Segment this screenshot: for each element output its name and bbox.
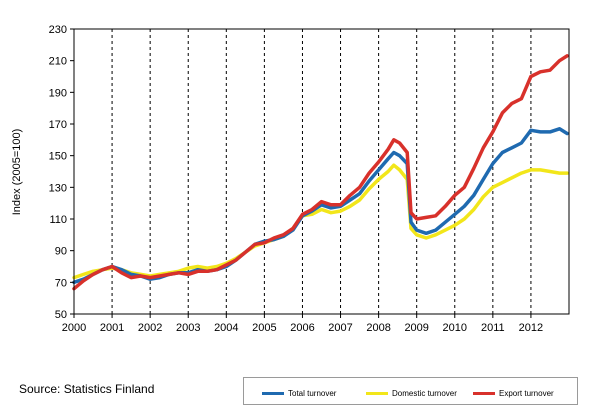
y-tick-label-210: 210 — [49, 56, 67, 68]
x-tick-label-2005: 2005 — [252, 322, 276, 334]
x-tick-label-2001: 2001 — [100, 322, 124, 334]
legend-swatch-total — [262, 391, 284, 395]
legend-label-total: Total turnover — [288, 388, 337, 398]
y-tick-label-70: 70 — [55, 277, 67, 289]
y-tick-label-230: 230 — [49, 24, 67, 36]
y-tick-label-110: 110 — [49, 214, 67, 226]
source-note: Source: Statistics Finland — [19, 382, 155, 396]
y-axis-label: Index (2005=100) — [11, 129, 23, 216]
x-tick-label-2012: 2012 — [519, 322, 543, 334]
x-tick-label-2006: 2006 — [290, 322, 314, 334]
y-tick-label-50: 50 — [55, 309, 67, 321]
x-tick-label-2010: 2010 — [443, 322, 467, 334]
legend-item-domestic-turnover: Domestic turnover — [366, 387, 457, 399]
legend-label-export: Export turnover — [499, 388, 554, 398]
x-tick-label-2004: 2004 — [214, 322, 238, 334]
x-tick-label-2008: 2008 — [366, 322, 390, 334]
x-tick-label-2009: 2009 — [404, 322, 428, 334]
y-tick-label-90: 90 — [55, 246, 67, 258]
x-tick-label-2003: 2003 — [176, 322, 200, 334]
legend: Total turnover Domestic turnover Export … — [243, 377, 578, 405]
x-tick-label-2007: 2007 — [328, 322, 352, 334]
x-tick-label-2011: 2011 — [481, 322, 505, 334]
plot-frame — [73, 28, 570, 315]
legend-label-domestic: Domestic turnover — [392, 388, 457, 398]
legend-item-export-turnover: Export turnover — [473, 387, 554, 399]
legend-swatch-export — [473, 391, 495, 395]
legend-swatch-domestic — [366, 391, 388, 395]
y-tick-label-190: 190 — [49, 87, 67, 99]
y-tick-label-130: 130 — [49, 182, 67, 194]
series-line-export-turnover — [72, 54, 569, 291]
x-tick-label-2000: 2000 — [62, 322, 86, 334]
y-tick-label-150: 150 — [49, 151, 67, 163]
x-tick-label-2002: 2002 — [138, 322, 162, 334]
legend-item-total-turnover: Total turnover — [262, 387, 336, 399]
y-tick-label-170: 170 — [49, 119, 67, 131]
